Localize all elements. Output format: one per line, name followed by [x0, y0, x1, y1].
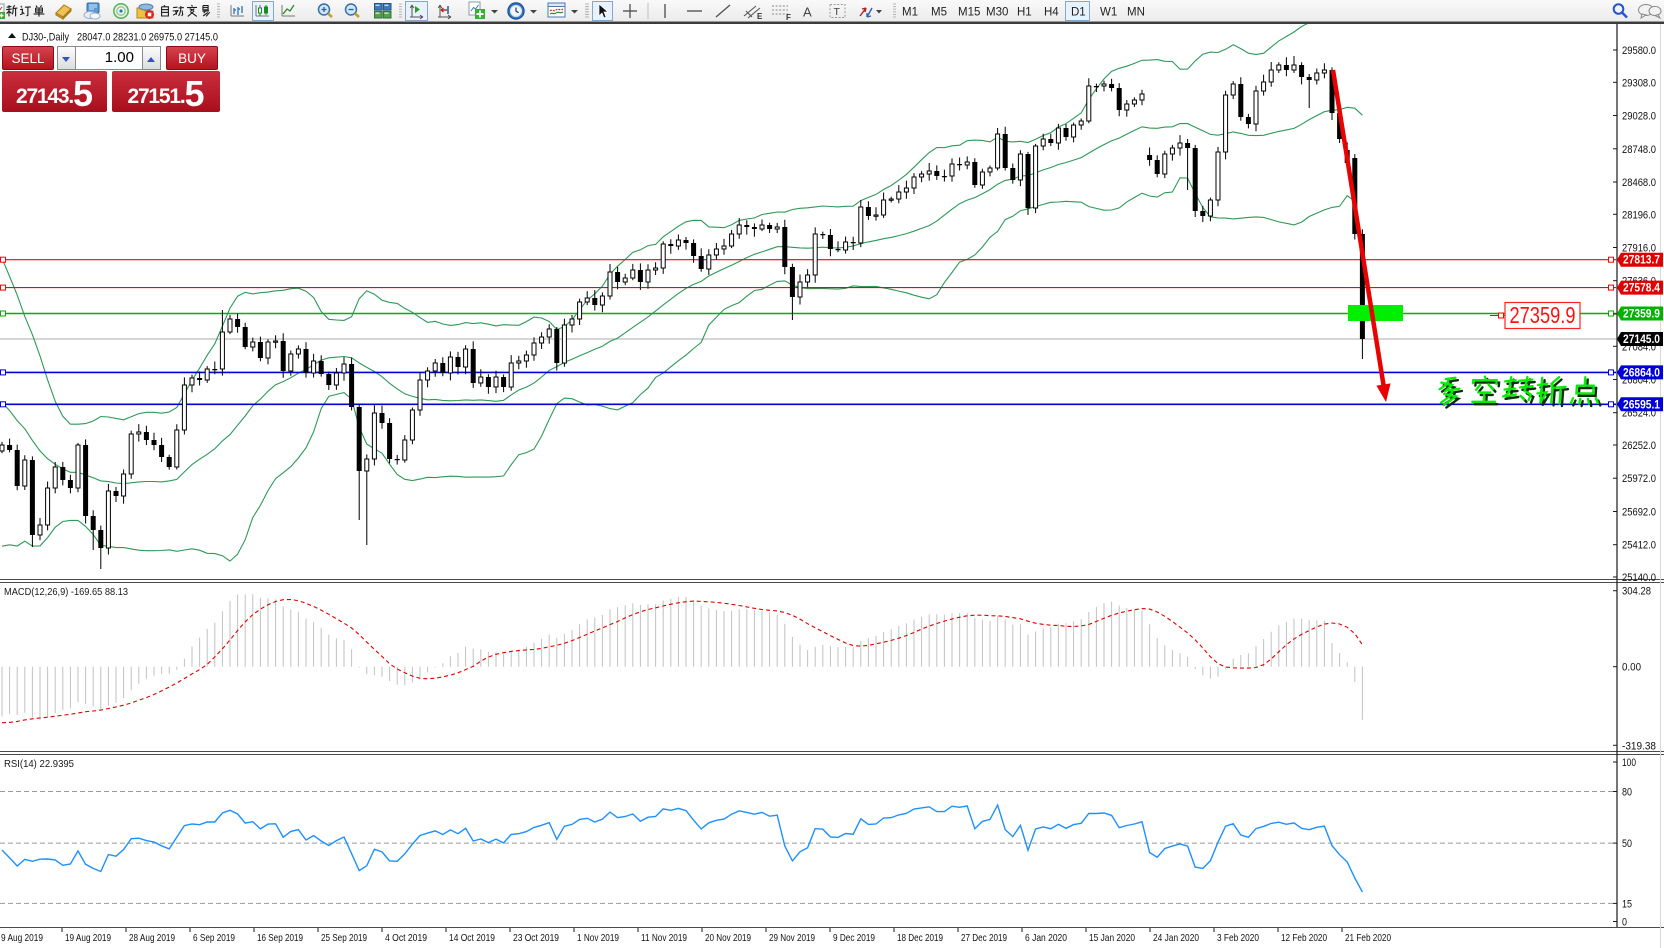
svg-text:MN: MN	[1127, 7, 1145, 19]
svg-text:3 Feb 2020: 3 Feb 2020	[1217, 932, 1259, 944]
svg-text:26595.1: 26595.1	[1623, 399, 1661, 411]
svg-text:15 Jan 2020: 15 Jan 2020	[1089, 932, 1135, 944]
svg-text:RSI(14) 22.9395: RSI(14) 22.9395	[4, 758, 74, 770]
svg-text:M15: M15	[958, 7, 980, 19]
svg-text:W1: W1	[1100, 7, 1117, 19]
svg-text:27359.9: 27359.9	[1623, 309, 1660, 321]
svg-text:MACD(12,26,9) -169.65 88.13: MACD(12,26,9) -169.65 88.13	[4, 586, 128, 598]
svg-text:1 Nov 2019: 1 Nov 2019	[577, 932, 619, 944]
svg-text:28468.0: 28468.0	[1622, 177, 1656, 189]
svg-text:M30: M30	[986, 7, 1008, 19]
svg-text:H1: H1	[1017, 7, 1032, 19]
svg-text:11 Nov 2019: 11 Nov 2019	[641, 932, 687, 944]
svg-text:6 Jan 2020: 6 Jan 2020	[1025, 932, 1067, 944]
svg-text:M1: M1	[902, 7, 918, 19]
svg-text:27578.4: 27578.4	[1623, 283, 1661, 295]
svg-text:27 Dec 2019: 27 Dec 2019	[961, 932, 1007, 944]
svg-text:18 Dec 2019: 18 Dec 2019	[897, 932, 943, 944]
svg-text:-319.38: -319.38	[1622, 740, 1656, 752]
svg-text:F: F	[786, 13, 791, 22]
svg-text:26252.0: 26252.0	[1622, 440, 1656, 452]
svg-text:20 Nov 2019: 20 Nov 2019	[705, 932, 751, 944]
svg-text:29580.0: 29580.0	[1622, 45, 1656, 57]
svg-text:27916.0: 27916.0	[1622, 243, 1656, 255]
svg-text:28196.0: 28196.0	[1622, 209, 1656, 221]
svg-text:12 Feb 2020: 12 Feb 2020	[1281, 932, 1327, 944]
svg-text:26864.0: 26864.0	[1623, 367, 1660, 379]
svg-text:DJ30-,Daily: DJ30-,Daily	[22, 32, 69, 44]
svg-text:19 Aug 2019: 19 Aug 2019	[65, 932, 111, 944]
svg-text:9 Aug 2019: 9 Aug 2019	[1, 932, 43, 944]
svg-text:23 Oct 2019: 23 Oct 2019	[513, 932, 559, 944]
svg-text:D1: D1	[1071, 7, 1086, 19]
svg-text:25412.0: 25412.0	[1622, 540, 1656, 552]
svg-text:21 Feb 2020: 21 Feb 2020	[1345, 932, 1391, 944]
svg-text:28047.0 28231.0 26975.0 27145.: 28047.0 28231.0 26975.0 27145.0	[77, 32, 218, 44]
svg-text:27813.7: 27813.7	[1623, 255, 1660, 267]
svg-text:6 Sep 2019: 6 Sep 2019	[193, 932, 235, 944]
svg-text:80: 80	[1622, 787, 1632, 799]
svg-text:H4: H4	[1044, 7, 1059, 19]
svg-text:A: A	[803, 5, 812, 20]
svg-text:E: E	[757, 12, 763, 21]
svg-text:25140.0: 25140.0	[1622, 572, 1656, 584]
svg-text:16 Sep 2019: 16 Sep 2019	[257, 932, 303, 944]
svg-text:27145.0: 27145.0	[1623, 334, 1660, 346]
svg-text:14 Oct 2019: 14 Oct 2019	[449, 932, 495, 944]
svg-text:0: 0	[1622, 917, 1627, 929]
svg-text:24 Jan 2020: 24 Jan 2020	[1153, 932, 1199, 944]
svg-text:29 Nov 2019: 29 Nov 2019	[769, 932, 815, 944]
svg-text:0.00: 0.00	[1622, 662, 1641, 674]
svg-text:28748.0: 28748.0	[1622, 144, 1656, 156]
svg-text:304.28: 304.28	[1622, 586, 1651, 598]
svg-text:9 Dec 2019: 9 Dec 2019	[833, 932, 875, 944]
svg-text:25 Sep 2019: 25 Sep 2019	[321, 932, 367, 944]
svg-text:27359.9: 27359.9	[1510, 302, 1576, 328]
svg-text:15: 15	[1622, 898, 1632, 910]
svg-text:50: 50	[1622, 838, 1632, 850]
svg-text:29028.0: 29028.0	[1622, 111, 1656, 123]
svg-text:29308.0: 29308.0	[1622, 77, 1656, 89]
svg-text:T: T	[834, 6, 841, 18]
svg-text:4 Oct 2019: 4 Oct 2019	[385, 932, 427, 944]
svg-text:25972.0: 25972.0	[1622, 473, 1656, 485]
svg-text:M5: M5	[931, 7, 947, 19]
svg-text:25692.0: 25692.0	[1622, 507, 1656, 519]
svg-text:28 Aug 2019: 28 Aug 2019	[129, 932, 175, 944]
svg-text:100: 100	[1622, 757, 1636, 769]
